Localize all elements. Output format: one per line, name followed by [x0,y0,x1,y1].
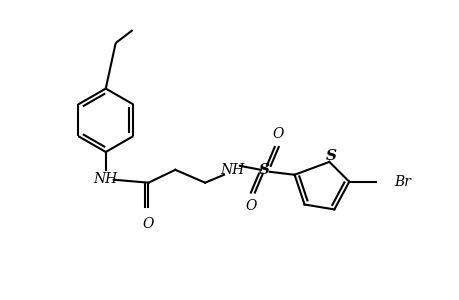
Text: S: S [325,149,336,163]
Text: O: O [142,218,154,231]
Text: NH: NH [219,163,244,177]
Text: Br: Br [393,175,410,189]
Text: NH: NH [94,172,118,186]
Text: O: O [271,127,283,141]
Text: O: O [245,199,256,212]
Text: S: S [259,163,270,177]
